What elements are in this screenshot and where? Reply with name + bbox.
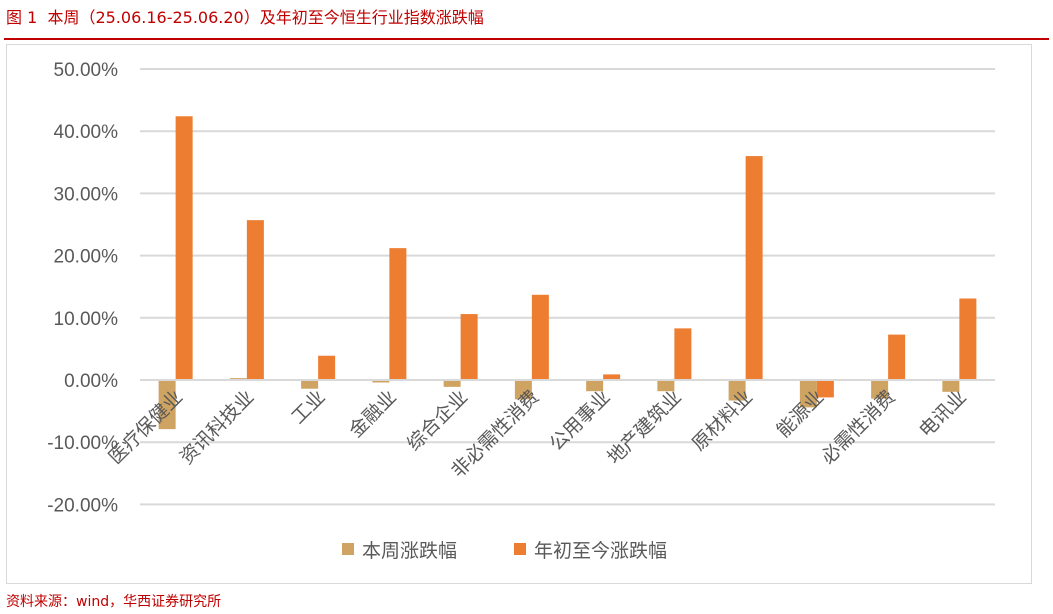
bar-ytd — [959, 298, 977, 380]
y-tick-label: 30.00% — [54, 184, 119, 205]
bar-week — [799, 380, 817, 408]
bar-ytd — [745, 156, 763, 380]
x-tick-label: 工业 — [287, 386, 329, 428]
bar-ytd — [603, 374, 621, 380]
x-tick-label: 资讯科技业 — [176, 386, 259, 469]
x-tick-label: 公用事业 — [545, 386, 614, 455]
bar-week — [514, 380, 532, 400]
title-rule — [4, 38, 1049, 40]
bar-week — [728, 380, 746, 401]
bar-week — [942, 380, 960, 392]
x-tick-label: 原材料业 — [688, 386, 757, 455]
x-tick-label: 必需性消费 — [817, 386, 900, 469]
bar-ytd — [674, 328, 692, 380]
bar-week — [586, 380, 604, 392]
legend-swatch — [342, 543, 354, 555]
bar-ytd — [175, 116, 193, 380]
y-tick-label: -10.00% — [47, 433, 118, 454]
bar-ytd — [246, 220, 264, 380]
y-tick-label: 0.00% — [64, 371, 118, 392]
bar-week — [301, 380, 319, 389]
bar-week — [372, 380, 390, 383]
x-tick-label: 综合企业 — [403, 386, 472, 455]
bar-ytd — [460, 314, 478, 380]
bar-week — [871, 380, 889, 399]
legend-label: 年初至今涨跌幅 — [534, 540, 667, 562]
chart-frame — [6, 44, 1032, 584]
y-tick-label: 40.00% — [54, 122, 119, 143]
bar-ytd — [816, 380, 834, 398]
y-tick-label: 20.00% — [54, 247, 119, 268]
x-tick-label: 金融业 — [345, 386, 401, 442]
y-tick-label: 50.00% — [54, 60, 119, 81]
bar-ytd — [318, 355, 336, 380]
bar-ytd — [531, 294, 549, 380]
source-note: 资料来源：wind，华西证券研究所 — [6, 594, 222, 610]
bar-week — [657, 380, 675, 392]
bar-ytd — [389, 248, 407, 380]
y-tick-label: 10.00% — [54, 309, 119, 330]
legend-label: 本周涨跌幅 — [362, 540, 457, 562]
bar-week — [158, 380, 176, 430]
legend-swatch — [514, 543, 526, 555]
x-tick-label: 地产建筑业 — [603, 386, 686, 469]
x-tick-label: 电讯业 — [915, 386, 971, 442]
bar-week — [443, 380, 461, 387]
bar-ytd — [888, 334, 906, 380]
y-tick-label: -20.00% — [47, 495, 118, 516]
figure-title: 图 1 本周（25.06.16-25.06.20）及年初至今恒生行业指数涨跌幅 — [6, 8, 484, 27]
